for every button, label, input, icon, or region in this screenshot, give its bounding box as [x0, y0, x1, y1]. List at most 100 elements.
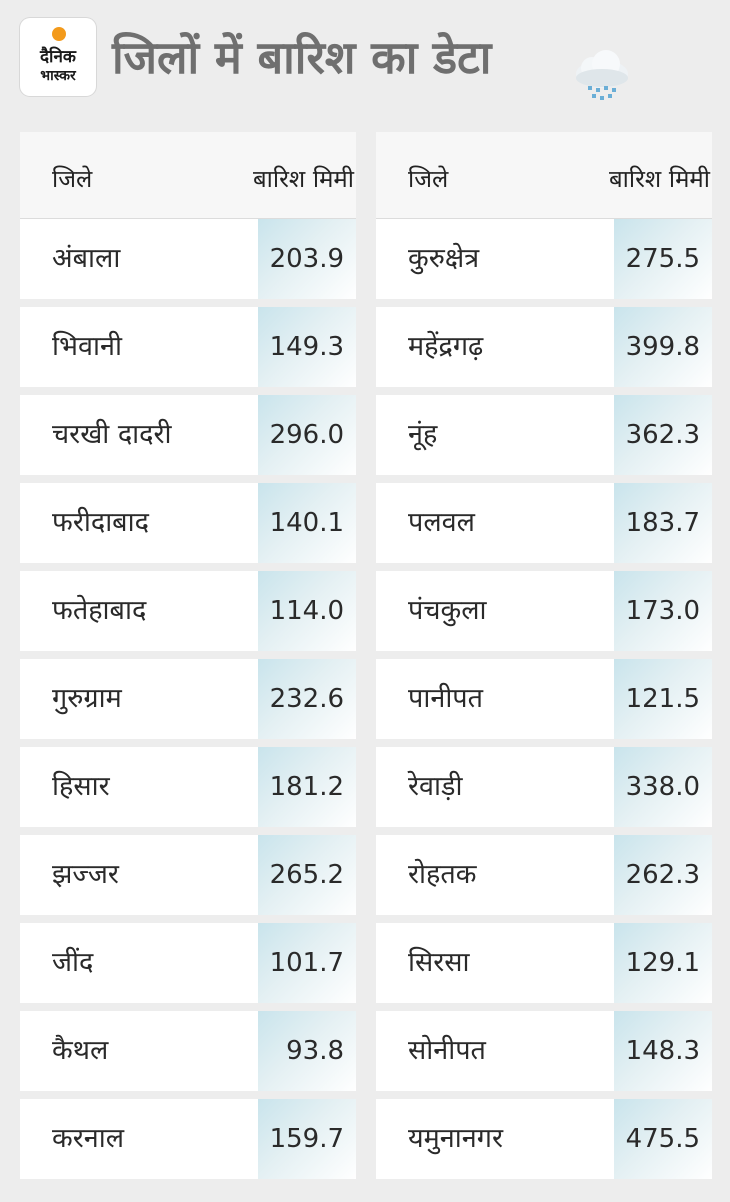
district-name: करनाल — [52, 1123, 125, 1154]
rain-value: 121.5 — [625, 684, 700, 714]
column-header-district: जिले — [408, 165, 449, 193]
district-name: कुरुक्षेत्र — [408, 243, 480, 274]
rain-table-left: जिले बारिश मिमी अंबाला 203.9 भिवानी 149.3 चर… — [20, 132, 356, 1179]
rain-value-cell: 181.2 — [258, 747, 356, 827]
table-row: रेवाड़ी 338.0 — [376, 747, 712, 827]
rain-value: 399.8 — [625, 332, 700, 362]
district-name: नूंह — [408, 419, 438, 450]
table-row: फरीदाबाद 140.1 — [20, 483, 356, 563]
district-name: सिरसा — [408, 947, 470, 978]
table-row: सिरसा 129.1 — [376, 923, 712, 1003]
rain-value-cell: 129.1 — [614, 923, 712, 1003]
column-header-rain: बारिश मिमी — [252, 165, 354, 193]
rain-value-cell: 232.6 — [258, 659, 356, 739]
district-name: भिवानी — [52, 331, 122, 362]
table-row: अंबाला 203.9 — [20, 219, 356, 299]
district-name: महेंद्रगढ़ — [408, 331, 484, 362]
district-name: गुरुग्राम — [52, 683, 122, 714]
district-name: कैथल — [52, 1035, 109, 1066]
table-row: करनाल 159.7 — [20, 1099, 356, 1179]
logo-line2: भास्कर — [40, 68, 76, 84]
table-row: पलवल 183.7 — [376, 483, 712, 563]
rain-value-cell: 148.3 — [614, 1011, 712, 1091]
rain-value: 181.2 — [269, 772, 344, 802]
rain-value: 129.1 — [625, 948, 700, 978]
rain-value-cell: 399.8 — [614, 307, 712, 387]
rain-value: 114.0 — [269, 596, 344, 626]
district-name: रेवाड़ी — [408, 771, 463, 802]
table-header: जिले बारिश मिमी — [376, 132, 712, 219]
table-row: कैथल 93.8 — [20, 1011, 356, 1091]
table-row: रोहतक 262.3 — [376, 835, 712, 915]
rain-value-cell: 338.0 — [614, 747, 712, 827]
rain-value: 93.8 — [286, 1036, 344, 1066]
rain-table-right: जिले बारिश मिमी कुरुक्षेत्र 275.5 महेंद्रग… — [376, 132, 712, 1179]
cloud-rain-icon — [576, 50, 628, 100]
logo-line1: दैनिक — [40, 47, 76, 67]
rain-value: 232.6 — [269, 684, 344, 714]
table-row: फतेहाबाद 114.0 — [20, 571, 356, 651]
rain-value-cell: 362.3 — [614, 395, 712, 475]
district-name: पंचकुला — [408, 595, 487, 626]
rain-value-cell: 149.3 — [258, 307, 356, 387]
rain-value-cell: 159.7 — [258, 1099, 356, 1179]
district-name: जींद — [52, 947, 94, 978]
rain-value: 159.7 — [269, 1124, 344, 1154]
district-name: फतेहाबाद — [52, 595, 147, 626]
rain-value: 362.3 — [625, 420, 700, 450]
rain-value-cell: 203.9 — [258, 219, 356, 299]
table-row: सोनीपत 148.3 — [376, 1011, 712, 1091]
rain-value-cell: 140.1 — [258, 483, 356, 563]
table-row: झज्जर 265.2 — [20, 835, 356, 915]
table-row: पंचकुला 173.0 — [376, 571, 712, 651]
district-name: अंबाला — [52, 243, 121, 274]
rain-value: 148.3 — [625, 1036, 700, 1066]
table-row: भिवानी 149.3 — [20, 307, 356, 387]
rain-value: 149.3 — [269, 332, 344, 362]
rain-value: 203.9 — [269, 244, 344, 274]
rain-value-cell: 262.3 — [614, 835, 712, 915]
district-name: पानीपत — [408, 683, 484, 714]
rain-value: 140.1 — [269, 508, 344, 538]
rain-value-cell: 275.5 — [614, 219, 712, 299]
rain-value-cell: 101.7 — [258, 923, 356, 1003]
rain-value-cell: 183.7 — [614, 483, 712, 563]
table-row: हिसार 181.2 — [20, 747, 356, 827]
district-name: रोहतक — [408, 859, 477, 890]
table-row: कुरुक्षेत्र 275.5 — [376, 219, 712, 299]
district-name: सोनीपत — [408, 1035, 486, 1066]
district-name: झज्जर — [52, 859, 119, 890]
rain-value-cell: 121.5 — [614, 659, 712, 739]
column-header-district: जिले — [52, 165, 93, 193]
district-name: फरीदाबाद — [52, 507, 149, 538]
rain-value: 475.5 — [625, 1124, 700, 1154]
rain-value: 296.0 — [269, 420, 344, 450]
page-title: जिलों में बारिश का डेटा — [112, 31, 492, 84]
rain-value: 265.2 — [269, 860, 344, 890]
table-row: पानीपत 121.5 — [376, 659, 712, 739]
table-row: जींद 101.7 — [20, 923, 356, 1003]
district-name: चरखी दादरी — [52, 419, 172, 450]
rain-value: 101.7 — [269, 948, 344, 978]
district-name: यमुनानगर — [408, 1123, 504, 1154]
district-name: पलवल — [408, 507, 475, 538]
district-name: हिसार — [52, 771, 110, 802]
table-row: यमुनानगर 475.5 — [376, 1099, 712, 1179]
table-row: चरखी दादरी 296.0 — [20, 395, 356, 475]
rain-value: 262.3 — [625, 860, 700, 890]
sun-icon — [52, 27, 66, 41]
rain-value-cell: 173.0 — [614, 571, 712, 651]
rain-value: 183.7 — [625, 508, 700, 538]
table-row: गुरुग्राम 232.6 — [20, 659, 356, 739]
table-row: नूंह 362.3 — [376, 395, 712, 475]
rain-value-cell: 265.2 — [258, 835, 356, 915]
rain-value: 338.0 — [625, 772, 700, 802]
rain-value-cell: 475.5 — [614, 1099, 712, 1179]
column-header-rain: बारिश मिमी — [608, 165, 710, 193]
table-row: महेंद्रगढ़ 399.8 — [376, 307, 712, 387]
rain-value: 173.0 — [625, 596, 700, 626]
rain-value-cell: 296.0 — [258, 395, 356, 475]
rain-value: 275.5 — [625, 244, 700, 274]
header: दैनिक भास्कर जिलों में बारिश का डेटा — [0, 0, 730, 118]
rain-value-cell: 114.0 — [258, 571, 356, 651]
